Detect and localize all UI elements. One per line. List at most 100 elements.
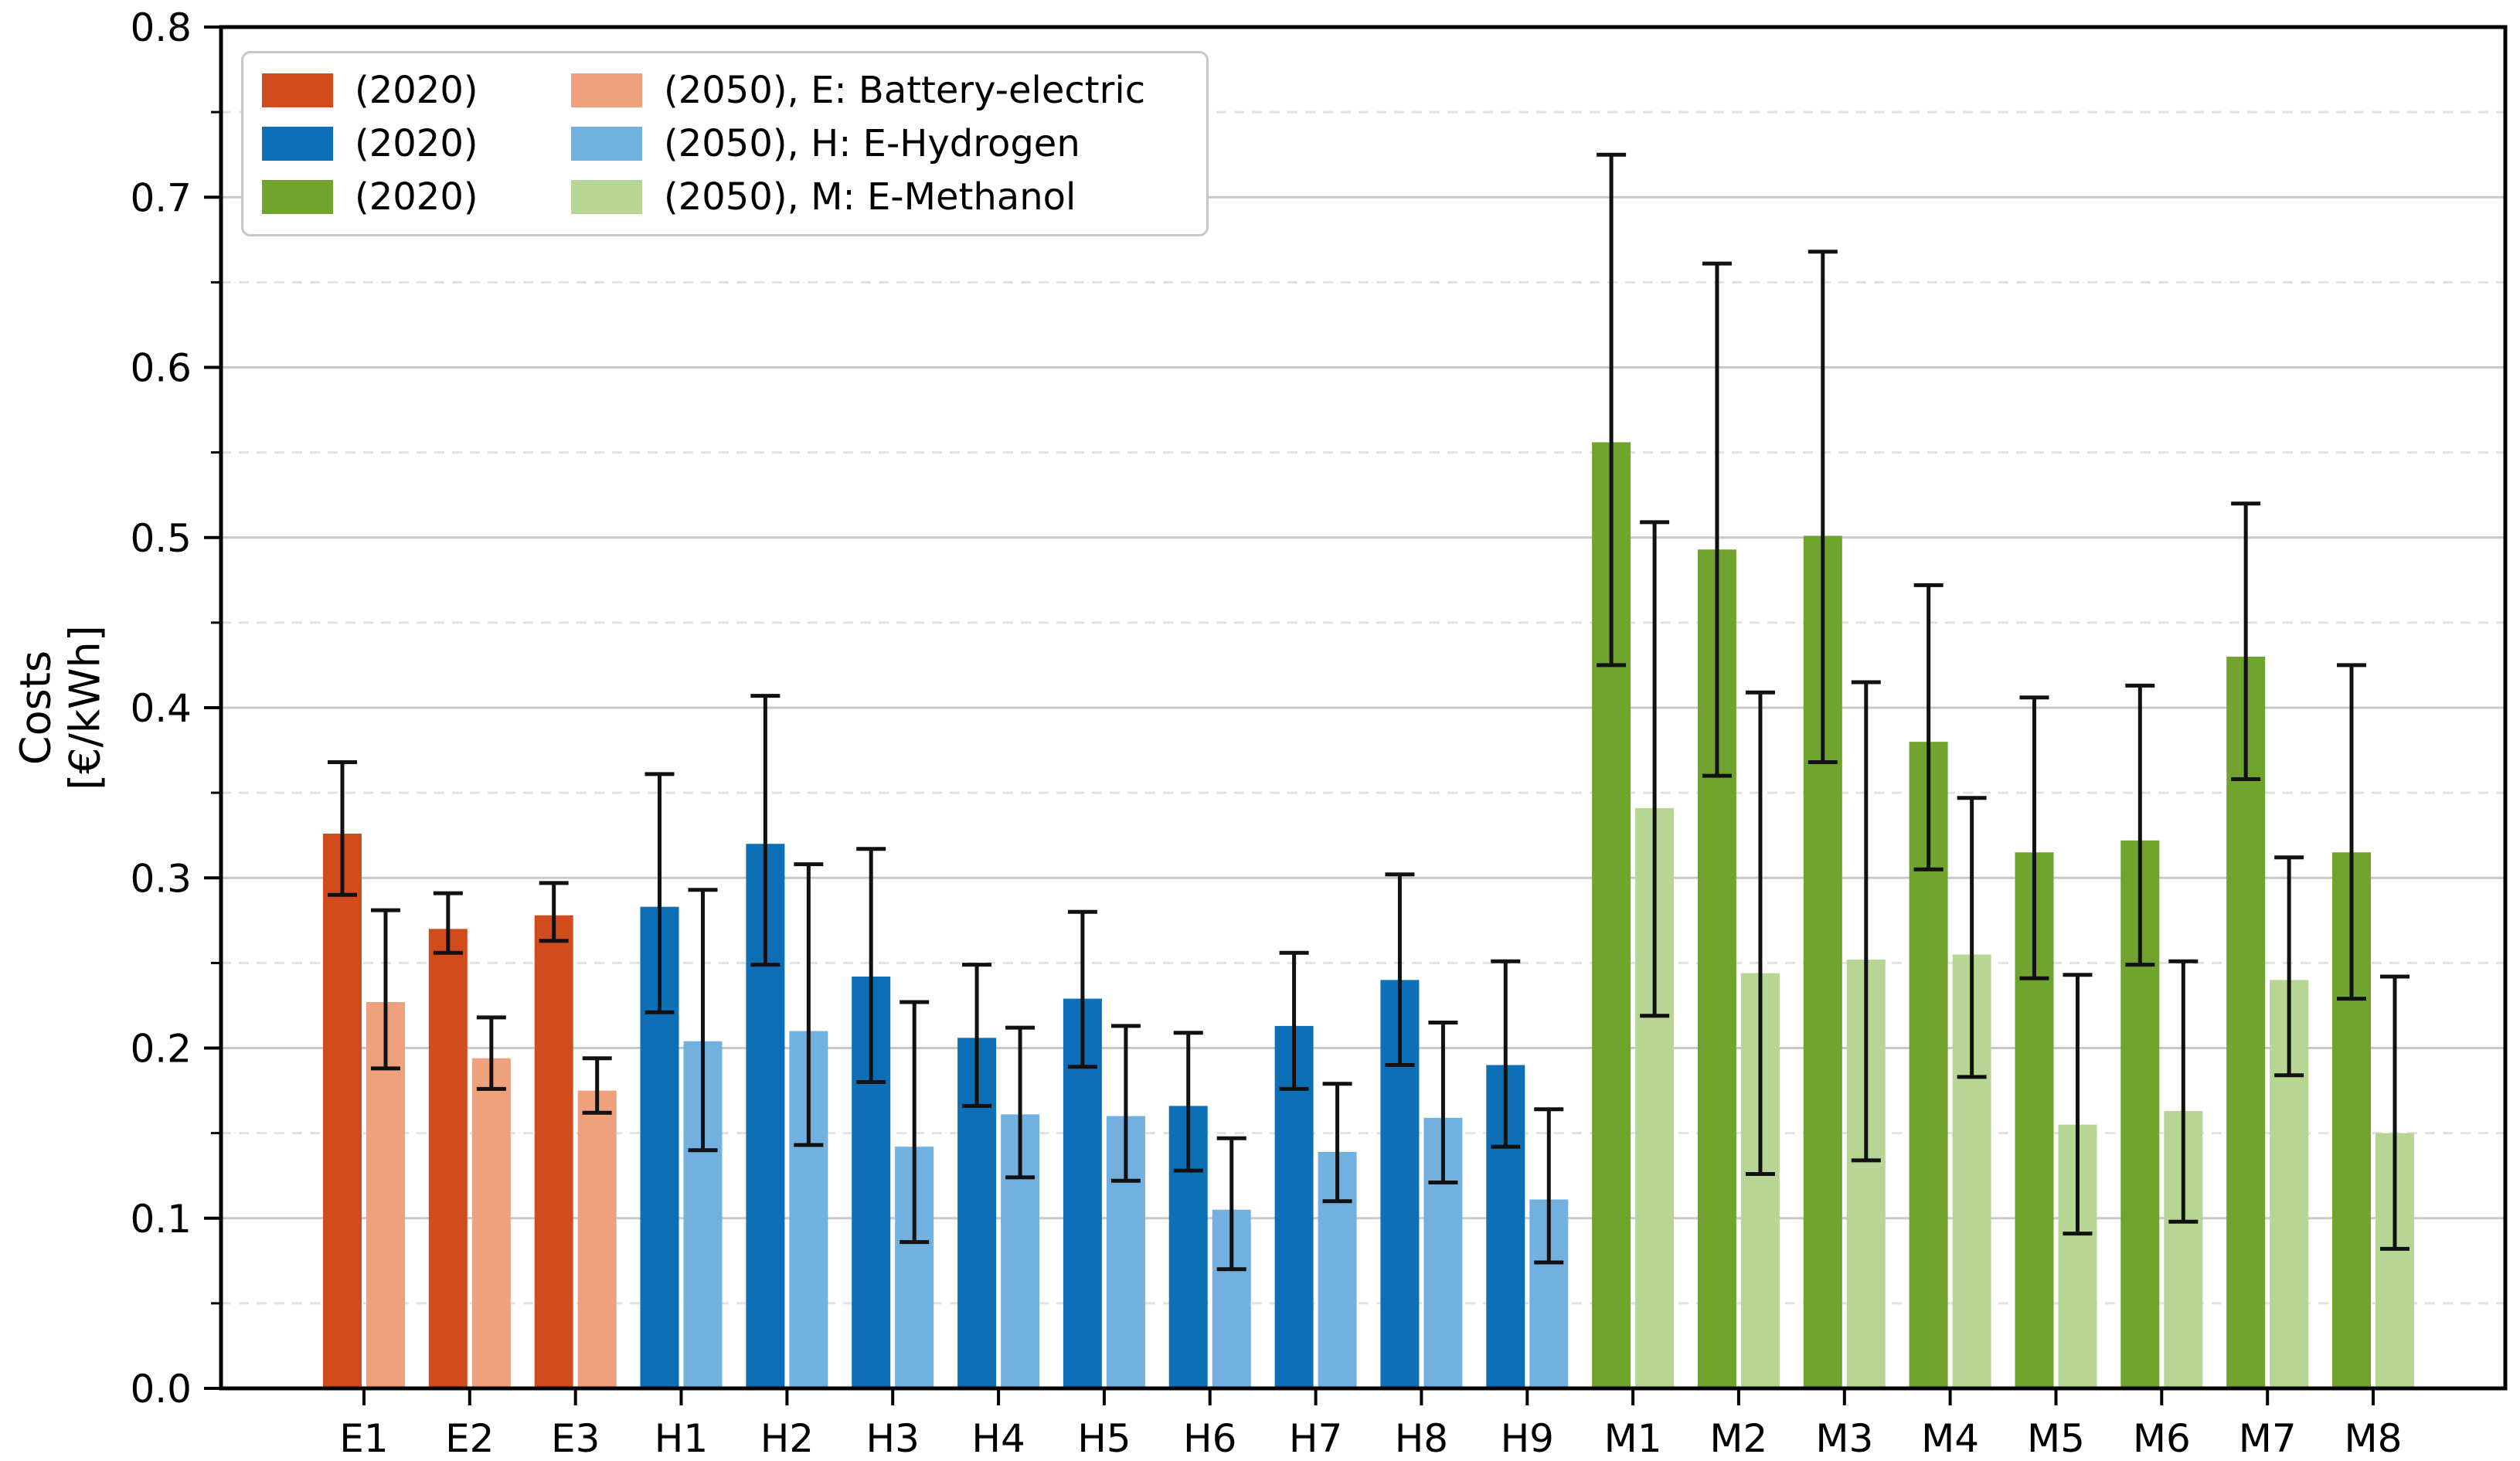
x-tick-label-E2: E2 [445, 1416, 494, 1461]
error-bar-2020-M2 [1702, 261, 1732, 778]
error-bar-2050-M4 [1957, 796, 1987, 1079]
error-bar-2020-E3 [539, 881, 569, 943]
error-bar-2020-H9 [1491, 959, 1521, 1149]
legend-swatch-2050-E [571, 73, 642, 107]
error-bar-2020-M7 [2231, 501, 2261, 781]
x-tick-label-H2: H2 [760, 1416, 814, 1461]
error-bar-2050-E1 [371, 908, 400, 1071]
error-bars [328, 152, 2409, 1272]
x-tick-label-H4: H4 [971, 1416, 1025, 1461]
y-axis-title: Costs [€/kWh] [11, 625, 109, 790]
error-bar-2020-M4 [1913, 583, 1944, 872]
legend-label-2050-H: (2050), H: E-Hydrogen [664, 122, 1080, 165]
error-bar-2020-M1 [1597, 152, 1627, 668]
x-tick-label-M4: M4 [1921, 1416, 1979, 1461]
legend-swatch-2020-E [262, 73, 333, 107]
x-tick-label-E3: E3 [551, 1416, 600, 1461]
error-bar-2050-E2 [476, 1015, 506, 1091]
bar-2020-E2 [428, 929, 468, 1388]
error-bar-2020-E2 [433, 891, 463, 955]
y-axis-ticks [204, 25, 221, 1390]
error-bar-2050-M6 [2168, 959, 2199, 1224]
legend-label-2050-M: (2050), M: E-Methanol [664, 175, 1076, 219]
x-tick-label-M5: M5 [2027, 1416, 2085, 1461]
x-tick-label-M1: M1 [1604, 1416, 1662, 1461]
y-tick-label-0.8: 0.8 [130, 5, 192, 50]
y-axis-title-line2: [€/kWh] [60, 625, 109, 790]
y-tick-label-0.1: 0.1 [130, 1197, 192, 1242]
error-bar-2020-M6 [2125, 683, 2155, 967]
legend-swatch-2050-M [571, 180, 642, 214]
y-tick-label-0.2: 0.2 [130, 1027, 192, 1072]
y-tick-label-0.7: 0.7 [130, 175, 192, 220]
error-bar-2050-H9 [1534, 1107, 1564, 1265]
bar-2050-E2 [471, 1058, 511, 1388]
x-tick-label-M8: M8 [2345, 1416, 2403, 1461]
error-bar-2020-M5 [2019, 695, 2049, 980]
error-bar-2050-H6 [1216, 1136, 1246, 1272]
error-bar-2020-H6 [1173, 1031, 1203, 1173]
y-tick-label-0.4: 0.4 [130, 686, 192, 731]
error-bar-2050-H7 [1322, 1082, 1352, 1204]
error-bar-2050-M3 [1851, 680, 1881, 1163]
error-bar-2050-M1 [1640, 520, 1670, 1018]
legend-label-2020-E: (2020) [355, 69, 478, 112]
legend-row-H: (2020) (2050), H: E-Hydrogen [262, 119, 1206, 168]
error-bar-2020-H7 [1279, 950, 1309, 1091]
x-tick-label-H9: H9 [1501, 1416, 1554, 1461]
y-tick-label-0.5: 0.5 [130, 516, 192, 561]
x-tick-label-E1: E1 [339, 1416, 388, 1461]
x-tick-label-H6: H6 [1183, 1416, 1236, 1461]
x-tick-label-M3: M3 [1815, 1416, 1873, 1461]
error-bar-2020-H3 [856, 847, 886, 1084]
error-bar-2050-H2 [794, 862, 824, 1147]
error-bar-2050-M2 [1745, 690, 1775, 1176]
error-bar-2050-M5 [2063, 973, 2093, 1236]
legend-swatch-2020-H [262, 127, 333, 161]
x-tick-label-M7: M7 [2239, 1416, 2297, 1461]
y-tick-label-0.6: 0.6 [130, 346, 192, 391]
error-bar-2020-H5 [1067, 909, 1097, 1069]
legend-row-M: (2020) (2050), M: E-Methanol [262, 172, 1206, 222]
x-tick-label-H7: H7 [1289, 1416, 1342, 1461]
legend-label-2020-M: (2020) [355, 175, 478, 219]
x-axis-ticks [362, 1388, 2375, 1405]
error-bar-2020-H4 [962, 963, 992, 1108]
x-tick-label-M2: M2 [1709, 1416, 1767, 1461]
legend: (2020) (2050), E: Battery-electric (2020)(… [241, 51, 1209, 236]
error-bar-2050-H3 [900, 1000, 930, 1245]
legend-swatch-2020-M [262, 180, 333, 214]
x-tick-label-H1: H1 [655, 1416, 708, 1461]
y-axis-labels: 0.0 0.1 0.2 0.3 0.4 0.5 0.6 0.7 0.8 [130, 5, 192, 1412]
x-tick-label-H5: H5 [1077, 1416, 1131, 1461]
legend-swatch-2050-H [571, 127, 642, 161]
legend-label-2050-E: (2050), E: Battery-electric [664, 69, 1146, 112]
bar-2050-E3 [577, 1090, 617, 1388]
error-bar-2050-H4 [1005, 1025, 1036, 1180]
error-bar-2050-H5 [1110, 1024, 1141, 1183]
x-tick-label-H3: H3 [866, 1416, 919, 1461]
x-tick-label-H8: H8 [1395, 1416, 1448, 1461]
error-bar-2020-E1 [328, 760, 357, 897]
error-bar-2050-M8 [2380, 974, 2409, 1251]
error-bar-2050-E3 [582, 1056, 612, 1115]
error-bar-2020-H1 [644, 772, 675, 1014]
legend-label-2020-H: (2020) [355, 122, 478, 165]
gridlines [221, 110, 2505, 1305]
y-tick-label-0.3: 0.3 [130, 856, 192, 901]
bar-2020-E3 [534, 915, 573, 1388]
error-bar-2020-M8 [2337, 663, 2366, 1001]
error-bar-2020-H2 [750, 694, 780, 967]
y-axis-title-line1: Costs [11, 650, 60, 766]
bars [323, 442, 2414, 1389]
bar-2020-E1 [323, 834, 362, 1388]
error-bar-2050-H1 [688, 888, 718, 1153]
error-bar-2020-M3 [1808, 250, 1838, 764]
error-bar-2050-M7 [2274, 855, 2304, 1078]
x-axis-labels: E1 E2 E3 H1 H2 H3 H4 H5 H6 H7 H8 H9 M1 M2 M3 M4 M5 M6 M7 M8 [339, 1416, 2402, 1461]
x-tick-label-M6: M6 [2133, 1416, 2191, 1461]
y-tick-label-0.0: 0.0 [130, 1367, 192, 1412]
error-bar-2020-H8 [1385, 872, 1415, 1067]
